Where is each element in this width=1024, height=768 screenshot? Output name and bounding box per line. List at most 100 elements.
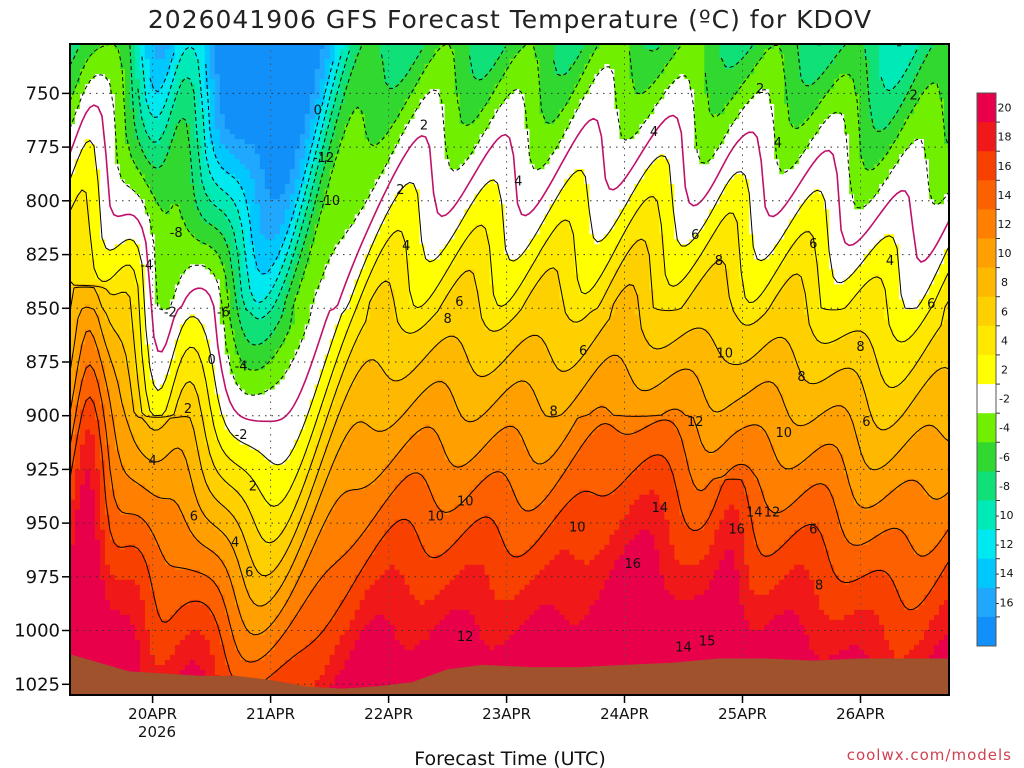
temperature-cell [634,94,640,135]
temperature-cell [709,264,715,341]
temperature-cell [669,374,675,411]
temperature-cell [934,429,940,501]
temperature-cell [179,514,186,571]
temperature-cell [389,89,396,125]
temperature-cell [554,609,560,695]
temperature-cell [569,174,575,230]
temperature-cell [679,74,685,245]
temperature-cell [259,659,266,681]
temperature-cell [714,44,720,115]
temperature-cell [834,574,840,621]
temperature-cell [589,234,595,290]
temperature-cell [144,59,151,105]
temperature-cell [179,54,186,80]
temperature-cell [584,294,590,316]
temperature-cell [224,569,231,616]
temperature-cell [194,599,201,631]
temperature-cell [829,619,835,656]
temperature-cell [174,124,181,205]
temperature-cell [794,214,800,240]
temperature-cell [624,369,630,416]
temperature-cell [509,384,516,426]
temperature-cell [914,44,920,50]
temperature-cell [319,404,326,431]
temperature-cell [199,44,206,110]
temperature-cell [129,479,136,516]
y-tick-label: 850 [26,298,60,319]
temperature-cell [339,494,346,556]
temperature-cell [459,569,466,611]
temperature-cell [379,249,386,285]
temperature-cell [100,529,106,581]
temperature-cell [509,489,516,556]
temperature-cell [394,229,401,321]
temperature-cell [369,244,376,270]
temperature-cell [779,544,785,581]
temperature-cell [204,519,211,551]
temperature-cell [244,309,251,341]
temperature-cell [854,294,860,331]
temperature-cell [429,349,436,386]
temperature-cell [224,244,231,290]
temperature-cell [844,584,850,616]
temperature-cell [289,619,296,661]
temperature-cell [329,429,336,466]
temperature-cell [90,489,96,695]
temperature-cell [319,629,326,676]
temperature-cell [194,629,201,666]
temperature-cell [814,524,820,596]
temperature-cell [819,194,825,310]
isotherm-10 [70,306,949,607]
temperature-cell [829,64,835,90]
temperature-cell [524,299,531,341]
temperature-cell [464,564,471,611]
temperature-cell [904,69,910,95]
temperature-cell [419,74,426,100]
temperature-cell [569,319,575,371]
temperature-cell [269,359,276,391]
temperature-cell [204,269,211,341]
temperature-cell [134,414,141,446]
temperature-cell [269,264,276,290]
temperature-cell [90,259,96,285]
temperature-cell [179,44,186,55]
temperature-cell [269,44,276,200]
credit-link[interactable]: coolwx.com/models [847,746,1012,764]
temperature-cell [184,604,191,636]
temperature-cell [179,389,186,416]
temperature-cell [609,229,615,255]
temperature-cell [669,309,675,346]
temperature-cell [749,389,755,426]
temperature-cell [934,499,940,546]
temperature-cell [239,164,246,190]
temperature-cell [164,414,171,421]
temperature-cell [834,114,840,285]
temperature-cell [884,89,890,130]
temperature-cell [574,454,580,496]
temperature-cell [599,424,605,496]
temperature-cell [404,99,411,125]
temperature-cell [874,359,880,426]
temperature-cell [719,479,725,486]
temperature-cell [744,359,750,396]
temperature-cell [169,389,176,416]
temperature-cell [794,44,800,130]
isotherm-12 [70,329,949,636]
temperature-cell [254,449,261,486]
temperature-cell [344,329,351,361]
temperature-cell [164,499,171,566]
temperature-cell [929,49,935,85]
temperature-cell [329,169,336,255]
temperature-cell [834,619,840,656]
temperature-cell [894,419,900,456]
temperature-cell [249,44,256,145]
temperature-cell [654,309,660,351]
temperature-cell [729,309,735,366]
temperature-cell [734,509,740,571]
temperature-cell [129,239,136,270]
temperature-cell [304,264,311,325]
temperature-cell [809,329,815,386]
temperature-cell [254,369,261,396]
temperature-cell [709,209,715,235]
temperature-cell [184,49,191,80]
